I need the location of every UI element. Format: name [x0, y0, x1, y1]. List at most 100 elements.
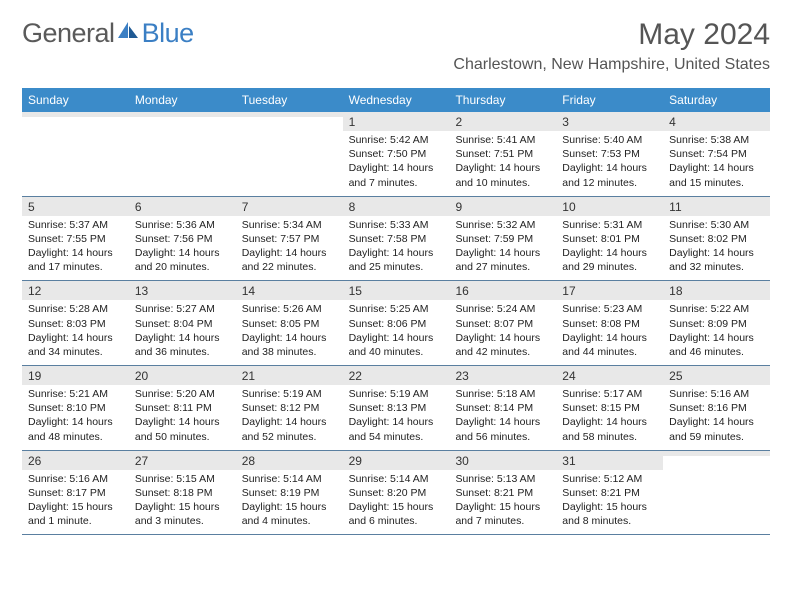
daylight-text: Daylight: 15 hours and 3 minutes. [135, 500, 230, 528]
day-number: 21 [242, 369, 337, 383]
cell-info: Sunrise: 5:28 AMSunset: 8:03 PMDaylight:… [22, 300, 129, 359]
daynum-bar [236, 112, 343, 117]
cell-info: Sunrise: 5:13 AMSunset: 8:21 PMDaylight:… [449, 470, 556, 529]
sunrise-text: Sunrise: 5:22 AM [669, 302, 764, 316]
cell-info: Sunrise: 5:24 AMSunset: 8:07 PMDaylight:… [449, 300, 556, 359]
sunset-text: Sunset: 8:20 PM [349, 486, 444, 500]
sunset-text: Sunset: 8:02 PM [669, 232, 764, 246]
calendar-cell: 15Sunrise: 5:25 AMSunset: 8:06 PMDayligh… [343, 281, 450, 365]
daynum-bar: 8 [343, 197, 450, 216]
sunrise-text: Sunrise: 5:34 AM [242, 218, 337, 232]
day-number: 17 [562, 284, 657, 298]
calendar-cell: 31Sunrise: 5:12 AMSunset: 8:21 PMDayligh… [556, 451, 663, 535]
sunset-text: Sunset: 8:16 PM [669, 401, 764, 415]
brand-part1: General [22, 18, 115, 49]
day-header: Friday [556, 88, 663, 112]
calendar-cell: 23Sunrise: 5:18 AMSunset: 8:14 PMDayligh… [449, 366, 556, 450]
daylight-text: Daylight: 14 hours and 27 minutes. [455, 246, 550, 274]
cell-info: Sunrise: 5:17 AMSunset: 8:15 PMDaylight:… [556, 385, 663, 444]
calendar-cell: 14Sunrise: 5:26 AMSunset: 8:05 PMDayligh… [236, 281, 343, 365]
day-header: Thursday [449, 88, 556, 112]
cell-info: Sunrise: 5:31 AMSunset: 8:01 PMDaylight:… [556, 216, 663, 275]
daylight-text: Daylight: 14 hours and 32 minutes. [669, 246, 764, 274]
calendar-cell [22, 112, 129, 196]
calendar-cell [129, 112, 236, 196]
cell-info: Sunrise: 5:19 AMSunset: 8:13 PMDaylight:… [343, 385, 450, 444]
day-number: 6 [135, 200, 230, 214]
sunrise-text: Sunrise: 5:19 AM [349, 387, 444, 401]
cell-info: Sunrise: 5:20 AMSunset: 8:11 PMDaylight:… [129, 385, 236, 444]
sunset-text: Sunset: 8:12 PM [242, 401, 337, 415]
sunrise-text: Sunrise: 5:33 AM [349, 218, 444, 232]
day-number: 24 [562, 369, 657, 383]
daylight-text: Daylight: 14 hours and 58 minutes. [562, 415, 657, 443]
day-number: 31 [562, 454, 657, 468]
sunrise-text: Sunrise: 5:26 AM [242, 302, 337, 316]
calendar-cell: 5Sunrise: 5:37 AMSunset: 7:55 PMDaylight… [22, 197, 129, 281]
day-header: Sunday [22, 88, 129, 112]
daynum-bar: 29 [343, 451, 450, 470]
day-number: 30 [455, 454, 550, 468]
sunrise-text: Sunrise: 5:24 AM [455, 302, 550, 316]
sunset-text: Sunset: 7:55 PM [28, 232, 123, 246]
sunrise-text: Sunrise: 5:38 AM [669, 133, 764, 147]
daynum-bar [129, 112, 236, 117]
sunset-text: Sunset: 8:17 PM [28, 486, 123, 500]
daynum-bar: 12 [22, 281, 129, 300]
cell-info: Sunrise: 5:32 AMSunset: 7:59 PMDaylight:… [449, 216, 556, 275]
calendar-cell: 2Sunrise: 5:41 AMSunset: 7:51 PMDaylight… [449, 112, 556, 196]
daylight-text: Daylight: 14 hours and 25 minutes. [349, 246, 444, 274]
day-number: 7 [242, 200, 337, 214]
sunrise-text: Sunrise: 5:27 AM [135, 302, 230, 316]
sunrise-text: Sunrise: 5:42 AM [349, 133, 444, 147]
sunset-text: Sunset: 8:21 PM [455, 486, 550, 500]
sunrise-text: Sunrise: 5:14 AM [242, 472, 337, 486]
day-number: 28 [242, 454, 337, 468]
calendar-week: 19Sunrise: 5:21 AMSunset: 8:10 PMDayligh… [22, 366, 770, 451]
calendar-cell: 12 Sunrise: 5:28 AMSunset: 8:03 PMDayligh… [22, 281, 129, 365]
sunset-text: Sunset: 8:06 PM [349, 317, 444, 331]
cell-info: Sunrise: 5:33 AMSunset: 7:58 PMDaylight:… [343, 216, 450, 275]
sunrise-text: Sunrise: 5:12 AM [562, 472, 657, 486]
daynum-bar: 28 [236, 451, 343, 470]
sunset-text: Sunset: 8:11 PM [135, 401, 230, 415]
sunset-text: Sunset: 8:04 PM [135, 317, 230, 331]
daynum-bar: 21 [236, 366, 343, 385]
daylight-text: Daylight: 14 hours and 29 minutes. [562, 246, 657, 274]
daylight-text: Daylight: 15 hours and 8 minutes. [562, 500, 657, 528]
cell-info: Sunrise: 5:15 AMSunset: 8:18 PMDaylight:… [129, 470, 236, 529]
sunrise-text: Sunrise: 5:36 AM [135, 218, 230, 232]
daylight-text: Daylight: 14 hours and 40 minutes. [349, 331, 444, 359]
sunrise-text: Sunrise: 5:31 AM [562, 218, 657, 232]
calendar-cell: 25Sunrise: 5:16 AMSunset: 8:16 PMDayligh… [663, 366, 770, 450]
daynum-bar: 25 [663, 366, 770, 385]
daynum-bar [663, 451, 770, 456]
calendar-cell: 17Sunrise: 5:23 AMSunset: 8:08 PMDayligh… [556, 281, 663, 365]
calendar-cell: 26Sunrise: 5:16 AMSunset: 8:17 PMDayligh… [22, 451, 129, 535]
calendar-cell: 4Sunrise: 5:38 AMSunset: 7:54 PMDaylight… [663, 112, 770, 196]
daynum-bar: 19 [22, 366, 129, 385]
cell-info: Sunrise: 5:16 AMSunset: 8:16 PMDaylight:… [663, 385, 770, 444]
sunrise-text: Sunrise: 5:32 AM [455, 218, 550, 232]
calendar-cell [236, 112, 343, 196]
day-header-row: SundayMondayTuesdayWednesdayThursdayFrid… [22, 88, 770, 112]
daynum-bar: 23 [449, 366, 556, 385]
day-number: 12 [28, 284, 123, 298]
daynum-bar: 7 [236, 197, 343, 216]
sunset-text: Sunset: 8:08 PM [562, 317, 657, 331]
day-number: 2 [455, 115, 550, 129]
calendar-week: 5Sunrise: 5:37 AMSunset: 7:55 PMDaylight… [22, 197, 770, 282]
cell-info: Sunrise: 5:36 AMSunset: 7:56 PMDaylight:… [129, 216, 236, 275]
day-number: 5 [28, 200, 123, 214]
daylight-text: Daylight: 14 hours and 52 minutes. [242, 415, 337, 443]
calendar-cell: 24 Sunrise: 5:17 AMSunset: 8:15 PMDayligh… [556, 366, 663, 450]
calendar-week: 26Sunrise: 5:16 AMSunset: 8:17 PMDayligh… [22, 451, 770, 536]
daylight-text: Daylight: 15 hours and 6 minutes. [349, 500, 444, 528]
sail-icon [118, 22, 140, 38]
calendar-cell: 29Sunrise: 5:14 AMSunset: 8:20 PMDayligh… [343, 451, 450, 535]
sunset-text: Sunset: 8:03 PM [28, 317, 123, 331]
calendar-cell: 8Sunrise: 5:33 AMSunset: 7:58 PMDaylight… [343, 197, 450, 281]
calendar-cell: 22Sunrise: 5:19 AMSunset: 8:13 PMDayligh… [343, 366, 450, 450]
calendar-cell: 20Sunrise: 5:20 AMSunset: 8:11 PMDayligh… [129, 366, 236, 450]
daynum-bar: 22 [343, 366, 450, 385]
